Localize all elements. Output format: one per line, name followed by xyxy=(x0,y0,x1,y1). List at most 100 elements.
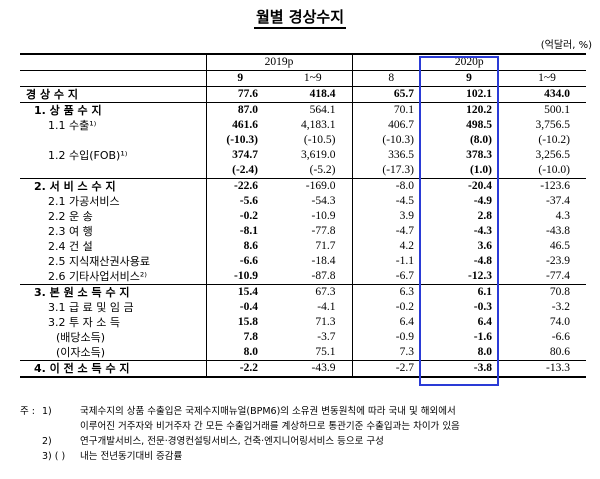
cell-value: 102.1 xyxy=(430,86,508,103)
cell-value: -12.3 xyxy=(430,269,508,285)
cell-value: 120.2 xyxy=(466,104,492,116)
cell-value: -0.2 xyxy=(351,300,430,315)
table-row: 2.4 건 설 8.6 71.7 4.2 3.6 46.5 xyxy=(20,239,586,254)
footnote: 3) ( ) 내는 전년동기대비 증감률 xyxy=(20,449,595,464)
cell-value: (-17.3) xyxy=(351,163,430,179)
cell-value: -43.8 xyxy=(546,225,570,237)
cell-value: -8.0 xyxy=(351,178,430,194)
cell-value: -77.4 xyxy=(508,269,586,285)
cell-value: -4.8 xyxy=(473,255,492,267)
cell-value: -22.6 xyxy=(205,178,274,194)
cell-value: -0.9 xyxy=(351,330,430,345)
cell-value: 434.0 xyxy=(508,86,586,103)
cell-value: 3,619.0 xyxy=(301,149,336,161)
header-col: 1~9 xyxy=(508,70,586,87)
cell-value: (-10.5) xyxy=(303,134,336,146)
cell-value: 67.3 xyxy=(315,286,336,298)
cell-value: -6.6 xyxy=(205,254,274,269)
cell-value: -8.1 xyxy=(205,224,274,239)
cell-value: -3.2 xyxy=(551,301,570,313)
cell-value: -3.8 xyxy=(430,360,508,378)
table-row: 경 상 수 지 77.6 418.4 65.7 102.1 434.0 xyxy=(20,86,586,103)
cell-value: 461.6 xyxy=(205,118,274,133)
table-row: (배당소득) 7.8 -3.7 -0.9 -1.6 -6.6 xyxy=(20,330,586,345)
cell-value: 6.4 xyxy=(351,315,430,330)
cell-value: (-10.3) xyxy=(351,133,430,148)
footnote: 2) 연구개발서비스, 전문·경영컨설팅서비스, 건축·엔지니어링서비스 등으로… xyxy=(20,434,595,449)
table-row: 2.1 가공서비스 -5.6 -54.3 -4.5 -4.9 -37.4 xyxy=(20,194,586,209)
row-label: 2. 서 비 스 수 지 xyxy=(34,180,116,193)
row-label: 1.2 수입(FOB)¹⁾ xyxy=(48,149,128,162)
row-label: (이자소득) xyxy=(20,345,206,361)
table-row: 3.1 급 료 및 임 금 -0.4 -4.1 -0.2 -0.3 -3.2 xyxy=(20,300,586,315)
row-label: 2.2 운 송 xyxy=(48,210,93,223)
cell-value: 71.7 xyxy=(315,240,336,252)
cell-value: 8.0 xyxy=(430,345,508,361)
cell-value: -1.1 xyxy=(351,254,430,269)
footnote-num: 3) ( ) xyxy=(42,451,66,462)
cell-value: 75.1 xyxy=(274,345,352,361)
cell-value: (-2.4) xyxy=(205,163,274,179)
cell-value: (8.0) xyxy=(469,134,492,146)
cell-value: -87.8 xyxy=(274,269,352,285)
header-year-2020: 2020p xyxy=(351,53,586,71)
table-row: 3. 본 원 소 득 수 지 15.4 67.3 6.3 6.1 70.8 xyxy=(20,284,586,300)
cell-value: 378.3 xyxy=(466,149,492,161)
row-label: 2.5 지식재산권사용료 xyxy=(48,255,150,268)
cell-value: -18.4 xyxy=(311,255,336,267)
footnote: 주 : 1) 국제수지의 상품 수출입은 국제수지매뉴얼(BPM6)의 소유권 … xyxy=(20,404,595,419)
cell-value: 4,183.1 xyxy=(301,119,336,131)
cell-value: -123.6 xyxy=(540,180,570,192)
cell-value: -5.6 xyxy=(205,194,274,209)
current-account-table: 2019p 2020p 9 1~9 8 9 1~9 경 상 수 지 77.6 418… xyxy=(20,53,586,378)
table-row: (이자소득) 8.0 75.1 7.3 8.0 80.6 xyxy=(20,345,586,361)
cell-value: 374.7 xyxy=(205,148,274,163)
row-label: 1. 상 품 수 지 xyxy=(34,104,102,117)
cell-value: 2.8 xyxy=(477,210,492,222)
table-row: 1.1 수출¹⁾ 461.6 4,183.1 406.7 498.5 3,756.5 xyxy=(20,118,586,133)
cell-value: -43.9 xyxy=(274,360,352,378)
cell-value: 71.3 xyxy=(315,316,336,328)
header-col: 1~9 xyxy=(274,70,352,87)
cell-value: 564.1 xyxy=(309,104,336,116)
cell-value: -10.9 xyxy=(205,269,274,285)
footnote-text: 내는 전년동기대비 증감률 xyxy=(80,451,183,462)
cell-value: -1.6 xyxy=(473,331,492,343)
unit-label: (억달러, %) xyxy=(540,40,592,51)
cell-value: 15.4 xyxy=(205,284,274,300)
cell-value: (-10.2) xyxy=(538,134,570,146)
row-label: (배당소득) xyxy=(56,331,106,344)
footnote-text: 이루어진 거주자와 비거주자 간 모든 수출입거래를 계상하므로 통관기준 수출… xyxy=(80,421,460,432)
cell-value: -13.3 xyxy=(508,360,586,378)
cell-value: (1.0) xyxy=(430,163,508,179)
cell-value: -4.7 xyxy=(351,224,430,239)
footnote-num: 1) xyxy=(42,406,52,417)
cell-value: 8.6 xyxy=(205,239,274,254)
cell-value: 77.6 xyxy=(205,86,274,103)
row-label: 2.3 여 행 xyxy=(48,225,93,238)
cell-value: 6.4 xyxy=(477,316,492,328)
cell-value: -0.4 xyxy=(205,300,274,315)
table-row: 3.2 투 자 소 득 15.8 71.3 6.4 6.4 74.0 xyxy=(20,315,586,330)
cell-value: -37.4 xyxy=(546,195,570,207)
footnote-num: 2) xyxy=(42,436,52,447)
cell-value: 500.1 xyxy=(544,104,570,116)
cell-value: 70.8 xyxy=(549,286,570,298)
footnote-text: 국제수지의 상품 수출입은 국제수지매뉴얼(BPM6)의 소유권 변동원칙에 따… xyxy=(80,406,456,417)
cell-value: -0.2 xyxy=(205,209,274,224)
cell-value: 3,756.5 xyxy=(535,119,571,131)
cell-value: -4.3 xyxy=(473,225,492,237)
cell-value: -77.8 xyxy=(311,225,336,237)
cell-value: (-5.2) xyxy=(274,163,352,179)
cell-value: 70.1 xyxy=(351,102,430,118)
cell-value: -3.7 xyxy=(317,331,336,343)
table-row: (-10.3) (-10.5) (-10.3) (8.0) (-10.2) xyxy=(20,133,586,148)
cell-value: -4.5 xyxy=(351,194,430,209)
table-row: 1.2 수입(FOB)¹⁾ 374.7 3,619.0 336.5 378.3 3,256… xyxy=(20,148,586,163)
header-blank xyxy=(20,70,206,87)
table-row: (-2.4) (-5.2) (-17.3) (1.0) (-10.0) xyxy=(20,163,586,179)
row-label: 2.1 가공서비스 xyxy=(48,195,120,208)
cell-value: -54.3 xyxy=(311,195,336,207)
cell-value: -20.4 xyxy=(468,180,492,192)
cell-value: 6.3 xyxy=(351,284,430,300)
